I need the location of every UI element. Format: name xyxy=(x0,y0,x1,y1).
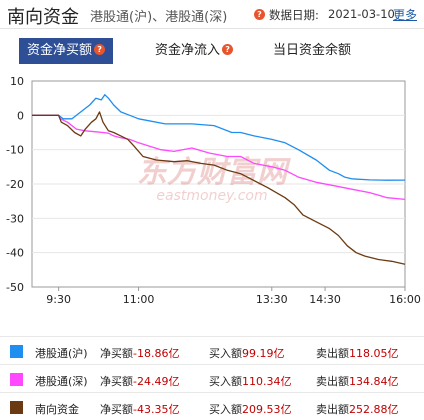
x-tick-label: 14:30 xyxy=(309,293,341,306)
date-label: 数据日期: xyxy=(269,8,319,22)
series-swatch xyxy=(10,401,23,414)
watermark-subtext: eastmoney.com xyxy=(156,188,267,204)
buy-value: 209.53亿 xyxy=(242,403,292,416)
net-buy-value: -18.86亿 xyxy=(133,347,180,360)
date-value: 2021-03-10 xyxy=(328,7,395,21)
series-name: 南向资金 xyxy=(35,403,79,416)
x-tick-label: 16:00 xyxy=(389,293,421,306)
series-swatch xyxy=(10,345,23,358)
sell-value: 252.88亿 xyxy=(349,403,399,416)
series-line xyxy=(32,111,406,265)
tab-net-inflow-label: 资金净流入 xyxy=(155,43,221,58)
chart-series xyxy=(32,94,406,265)
y-axis: 10 0 -10 -20 -30 -40 -50 xyxy=(6,75,24,294)
x-tick-label: 9:30 xyxy=(46,293,71,306)
net-buy-line-chart: 东方财富网 eastmoney.com 10 0 -10 -20 -30 -40 -50 9… xyxy=(6,75,421,306)
net-buy-label: 净买额 xyxy=(100,403,133,416)
net-buy-value: -24.49亿 xyxy=(133,375,180,388)
y-tick-label: -10 xyxy=(6,144,24,157)
row-divider xyxy=(0,392,424,393)
tab-bar: 资金净买额? 资金净流入? 当日资金余额 xyxy=(0,38,424,64)
net-buy-label: 净买额 xyxy=(100,347,133,360)
buy-value: 99.19亿 xyxy=(242,347,285,360)
buy-label: 买入额 xyxy=(209,403,242,416)
tab-daily-balance[interactable]: 当日资金余额 xyxy=(273,38,351,64)
legend-row: 港股通(深) 净买额-24.49亿 买入额110.34亿 卖出额134.84亿 xyxy=(0,366,424,392)
y-tick-label: -20 xyxy=(6,178,24,191)
sell-label: 卖出额 xyxy=(316,375,349,388)
sell-value: 134.84亿 xyxy=(349,375,399,388)
y-tick-label: 10 xyxy=(10,75,24,88)
tab-net-buy-label: 资金净买额 xyxy=(27,43,93,58)
series-name: 港股通(深) xyxy=(35,375,88,388)
net-buy-value: -43.35亿 xyxy=(133,403,180,416)
y-tick-label: 0 xyxy=(17,109,24,122)
tab-net-inflow[interactable]: 资金净流入? xyxy=(155,38,234,64)
buy-label: 买入额 xyxy=(209,375,242,388)
buy-label: 买入额 xyxy=(209,347,242,360)
series-line xyxy=(32,94,406,181)
help-icon[interactable]: ? xyxy=(94,44,106,55)
buy-value: 110.34亿 xyxy=(242,375,292,388)
chart-grid xyxy=(31,80,406,288)
series-name: 港股通(沪) xyxy=(35,347,88,360)
x-tick-label: 13:30 xyxy=(256,293,288,306)
sell-label: 卖出额 xyxy=(316,347,349,360)
row-divider xyxy=(0,364,424,365)
sell-label: 卖出额 xyxy=(316,403,349,416)
legend-row: 南向资金 净买额-43.35亿 买入额209.53亿 卖出额252.88亿 xyxy=(0,394,424,420)
y-tick-label: -30 xyxy=(6,212,24,225)
help-icon[interactable]: ? xyxy=(222,44,234,55)
page-subtitle: 港股通(沪)、港股通(深) xyxy=(90,10,228,25)
page-title: 南向资金 xyxy=(7,7,79,28)
more-link[interactable]: 更多 xyxy=(393,8,418,22)
x-tick-label: 11:00 xyxy=(123,293,155,306)
y-tick-label: -40 xyxy=(6,247,24,260)
chart-watermark: 东方财富网 eastmoney.com xyxy=(137,155,291,204)
help-icon[interactable]: ? xyxy=(254,9,265,20)
tab-daily-balance-label: 当日资金余额 xyxy=(273,43,352,58)
y-tick-label: -50 xyxy=(6,281,24,294)
x-axis: 9:30 11:00 13:30 14:30 16:00 xyxy=(46,287,421,306)
series-swatch xyxy=(10,373,23,386)
row-divider xyxy=(0,336,424,337)
sell-value: 118.05亿 xyxy=(349,347,399,360)
header: 南向资金 港股通(沪)、港股通(深) ? 数据日期: 2021-03-10 更多 xyxy=(0,0,424,29)
legend-row: 港股通(沪) 净买额-18.86亿 买入额99.19亿 卖出额118.05亿 xyxy=(0,338,424,364)
net-buy-label: 净买额 xyxy=(100,375,133,388)
tab-net-buy[interactable]: 资金净买额? xyxy=(19,38,114,64)
series-line xyxy=(32,114,406,201)
